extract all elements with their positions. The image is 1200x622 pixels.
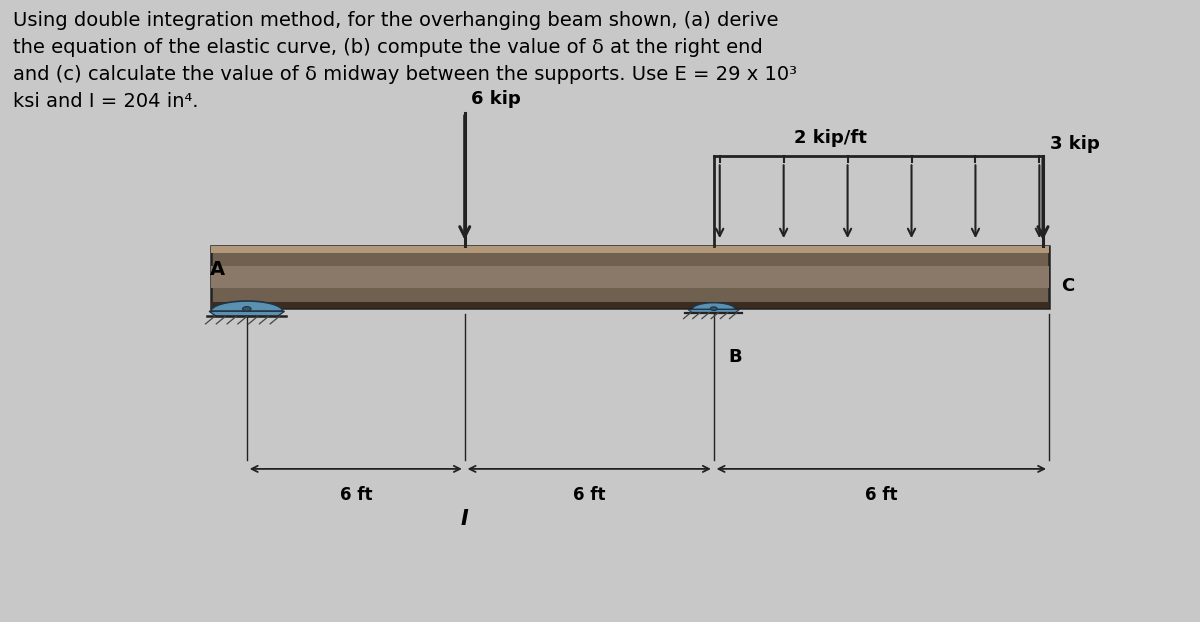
Text: A: A [210,260,226,279]
Text: 2 kip/ft: 2 kip/ft [794,129,866,147]
Circle shape [710,307,718,310]
Polygon shape [211,301,283,311]
Text: 3 kip: 3 kip [1050,135,1100,153]
Polygon shape [209,311,284,317]
Text: B: B [728,348,742,366]
Polygon shape [211,266,1049,288]
Text: 6 kip: 6 kip [470,90,521,108]
Text: 6 ft: 6 ft [340,486,372,504]
Polygon shape [211,246,1049,308]
Circle shape [242,307,251,311]
Text: 6 ft: 6 ft [865,486,898,504]
Polygon shape [211,246,1049,253]
Text: 6 ft: 6 ft [572,486,606,504]
Text: C: C [1061,277,1074,295]
Text: Using double integration method, for the overhanging beam shown, (a) derive
the : Using double integration method, for the… [13,11,797,111]
Polygon shape [211,302,1049,308]
Polygon shape [688,309,739,313]
Text: I: I [461,509,468,529]
Polygon shape [692,303,736,309]
